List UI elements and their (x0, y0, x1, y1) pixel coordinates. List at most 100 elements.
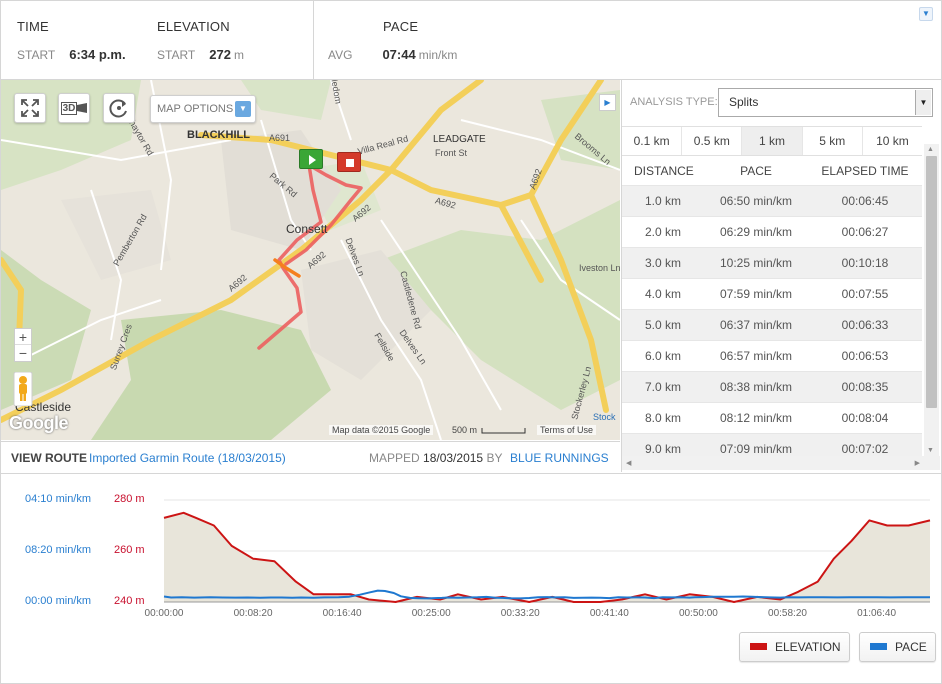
table-row[interactable]: 2.0 km 06:29 min/km 00:06:27 (622, 217, 922, 248)
table-row[interactable]: 6.0 km 06:57 min/km 00:06:53 (622, 341, 922, 372)
mapped-info: MAPPED 18/03/2015 BY (369, 451, 503, 465)
split-pace: 06:29 min/km (719, 225, 793, 239)
elevation-tick-label: 260 m (114, 544, 145, 556)
stats-divider (313, 1, 314, 80)
split-distance-tabs: 0.1 km 0.5 km 1 km 5 km 10 km (622, 126, 922, 156)
table-row[interactable]: 5.0 km 06:37 min/km 00:06:33 (622, 310, 922, 341)
split-elapsed: 00:07:55 (841, 287, 889, 301)
tab-1-km[interactable]: 1 km (742, 127, 803, 155)
time-title: TIME (17, 19, 49, 34)
split-pace: 06:50 min/km (719, 194, 793, 208)
route-start-marker[interactable] (299, 149, 323, 169)
split-distance: 5.0 km (644, 318, 681, 332)
split-pace: 07:09 min/km (719, 442, 793, 456)
pace-title: PACE (383, 19, 419, 34)
split-elapsed: 00:06:33 (841, 318, 889, 332)
split-distance: 4.0 km (644, 287, 681, 301)
x-tick-label: 00:58:20 (768, 608, 807, 619)
stats-header: TIME START 6:34 p.m. ELEVATION START 272 m … (1, 1, 941, 80)
elevation-tick-label: 280 m (114, 493, 145, 505)
split-elapsed: 00:07:02 (841, 442, 889, 456)
route-name-link[interactable]: Imported Garmin Route (18/03/2015) (89, 451, 286, 465)
video-camera-icon: 3D (60, 101, 88, 115)
x-tick-label: 00:08:20 (233, 608, 273, 619)
x-tick-label: 00:16:40 (322, 608, 362, 619)
street-view-pegman[interactable] (13, 371, 33, 407)
split-distance: 8.0 km (644, 411, 681, 425)
pace-legend-toggle[interactable]: PACE (859, 632, 936, 662)
tab-5-km[interactable]: 5 km (803, 127, 863, 155)
table-row[interactable]: 4.0 km 07:59 min/km 00:07:55 (622, 279, 922, 310)
analysis-type-select[interactable]: Splits ▼ (718, 88, 933, 117)
analysis-type-label: ANALYSIS TYPE: (630, 96, 718, 108)
map-label-blackhill: BLACKHILL (187, 129, 250, 141)
map-label-a691: A691 (269, 133, 291, 143)
splits-table: DISTANCE PACE ELAPSED TIME 1.0 km 06:50 m… (622, 156, 922, 465)
table-row[interactable]: 1.0 km 06:50 min/km 00:06:45 (622, 186, 922, 217)
split-elapsed: 00:06:27 (841, 225, 889, 239)
split-elapsed: 00:06:53 (841, 349, 889, 363)
table-horizontal-scrollbar[interactable]: ◀ ▶ (622, 456, 940, 470)
split-distance: 3.0 km (644, 256, 681, 270)
tab-0-1-km[interactable]: 0.1 km (622, 127, 683, 155)
split-elapsed: 00:08:35 (841, 380, 889, 394)
map-attribution: Map data ©2015 Google (329, 425, 434, 435)
stop-icon (346, 159, 354, 167)
tab-10-km[interactable]: 10 km (876, 134, 909, 148)
map-options-dropdown[interactable]: MAP OPTIONS ▼ (150, 95, 256, 123)
route-finish-marker[interactable] (337, 152, 361, 172)
chart-canvas[interactable] (1, 474, 941, 624)
chevron-down-icon: ▼ (922, 9, 930, 18)
pace-tick-label: 00:00 min/km (25, 595, 92, 607)
scroll-right-icon[interactable]: ▶ (914, 460, 920, 467)
split-distance: 2.0 km (644, 225, 681, 239)
split-elapsed: 00:10:18 (841, 256, 889, 270)
split-pace: 06:37 min/km (719, 318, 793, 332)
table-vertical-scrollbar[interactable]: ▲ ▼ (924, 144, 939, 456)
splits-table-header: DISTANCE PACE ELAPSED TIME (622, 156, 922, 186)
split-distance: 7.0 km (644, 380, 681, 394)
zoom-control: + − (14, 328, 32, 362)
route-author-link[interactable]: BLUE RUNNINGS (510, 451, 609, 465)
scroll-down-icon[interactable]: ▼ (927, 447, 934, 454)
map-label-iveston-ln: Iveston Ln (579, 263, 620, 273)
collapse-stats-button[interactable]: ▼ (919, 7, 933, 21)
3d-view-button[interactable]: 3D (58, 93, 90, 123)
expand-icon (21, 99, 39, 117)
column-elapsed-time: ELAPSED TIME (821, 164, 909, 178)
zoom-in-button[interactable]: + (15, 329, 31, 345)
x-tick-label: 00:33:20 (500, 608, 540, 619)
route-map[interactable]: BLACKHILL LEADGATE Consett Castleside Fr… (1, 80, 620, 440)
map-scale: 500 m (452, 425, 478, 435)
scroll-up-icon[interactable]: ▲ (927, 146, 934, 153)
elevation-area (164, 512, 930, 602)
split-pace: 06:57 min/km (719, 349, 793, 363)
tab-0-5-km[interactable]: 0.5 km (682, 127, 743, 155)
split-elapsed: 00:08:04 (841, 411, 889, 425)
scroll-left-icon[interactable]: ◀ (626, 460, 632, 467)
expand-analysis-button[interactable]: ▶ (599, 94, 616, 111)
pace-tick-label: 08:20 min/km (25, 544, 92, 556)
map-label-stock: Stock (593, 412, 616, 422)
elevation-legend-toggle[interactable]: ELEVATION (739, 632, 850, 662)
fullscreen-button[interactable] (14, 93, 46, 123)
rotate-view-button[interactable] (103, 93, 135, 123)
split-pace: 08:12 min/km (719, 411, 793, 425)
zoom-out-button[interactable]: − (18, 345, 28, 361)
elevation-swatch (750, 643, 767, 650)
scrollbar-thumb[interactable] (926, 156, 937, 408)
split-pace: 08:38 min/km (719, 380, 793, 394)
chevron-right-icon: ▶ (604, 98, 611, 107)
column-pace: PACE (740, 164, 772, 178)
terms-of-use-link[interactable]: Terms of Use (537, 425, 597, 435)
table-row[interactable]: 3.0 km 10:25 min/km 00:10:18 (622, 248, 922, 279)
map-label-front-st: Front St (435, 148, 468, 158)
table-row[interactable]: 8.0 km 08:12 min/km 00:08:04 (622, 403, 922, 434)
table-row[interactable]: 7.0 km 08:38 min/km 00:08:35 (622, 372, 922, 403)
pace-tick-label: 04:10 min/km (25, 493, 92, 505)
elevation-title: ELEVATION (157, 19, 230, 34)
split-elapsed: 00:06:45 (841, 194, 889, 208)
elevation-series-line (163, 511, 931, 603)
split-pace: 10:25 min/km (719, 256, 793, 270)
column-distance: DISTANCE (634, 164, 694, 178)
